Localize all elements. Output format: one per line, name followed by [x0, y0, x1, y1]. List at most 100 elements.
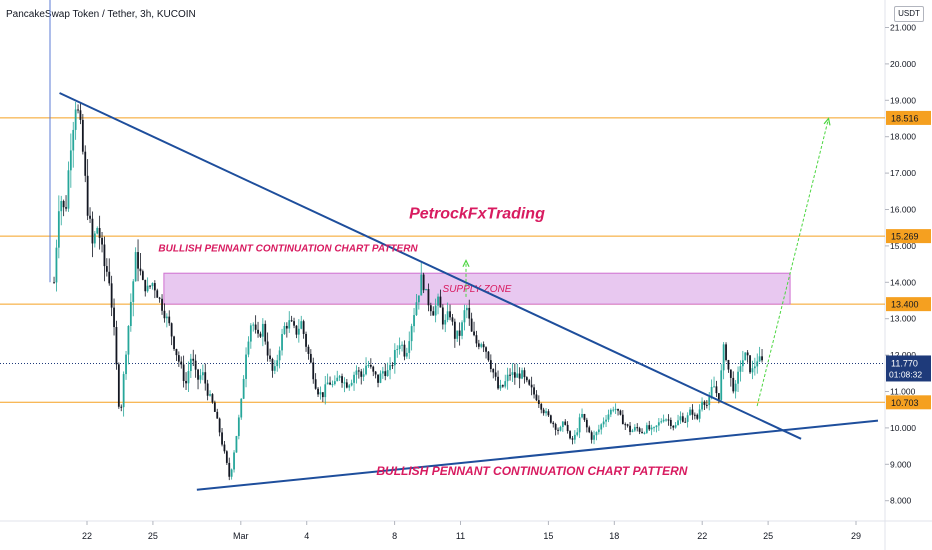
x-tick-label: 25 — [763, 531, 773, 541]
candle-body — [216, 411, 219, 419]
candle-body — [180, 361, 183, 365]
candle-body — [69, 150, 72, 171]
candle-body — [761, 356, 763, 361]
candle-body — [266, 341, 269, 356]
candle-body — [161, 298, 163, 311]
candle-body — [758, 356, 761, 362]
candle-body — [305, 333, 307, 347]
candle-body — [225, 451, 228, 463]
candle-body — [156, 290, 159, 298]
candle-body — [696, 414, 699, 419]
projection-arrow[interactable] — [756, 118, 830, 407]
candle-body — [650, 427, 653, 430]
candle-body — [353, 374, 355, 383]
candle-body — [321, 392, 324, 398]
candle-body — [681, 416, 684, 422]
candle-body — [410, 326, 413, 342]
candle-body — [302, 321, 305, 334]
candle-body — [281, 334, 283, 351]
candle-body — [513, 372, 516, 378]
candle-body — [213, 402, 216, 412]
countdown-label: 01:08:32 — [889, 369, 922, 379]
candle-body — [453, 321, 456, 339]
candle-body — [374, 371, 377, 375]
candle-body — [564, 421, 567, 425]
candle-body — [487, 351, 490, 361]
y-tick-label: 16.000 — [890, 205, 916, 215]
supply-zone-label: SUPPLY ZONE — [443, 284, 512, 295]
candle-body — [465, 307, 468, 311]
candle-body — [525, 377, 528, 381]
candle-body — [74, 109, 77, 130]
candle-body — [175, 349, 178, 356]
trendline-upper[interactable] — [59, 92, 802, 440]
candle-body — [468, 307, 471, 319]
candle-body — [415, 302, 418, 316]
candle-body — [679, 416, 682, 421]
level-price-label: 15.269 — [891, 232, 919, 242]
candle-body — [53, 282, 55, 284]
candle-body — [297, 328, 300, 335]
candle-body — [600, 424, 603, 430]
candle-body — [631, 430, 634, 432]
candle-body — [552, 422, 555, 425]
candle-body — [309, 353, 312, 363]
candle-body — [221, 432, 223, 445]
candle-body — [393, 350, 396, 366]
candle-body — [643, 432, 646, 434]
candle-body — [617, 408, 619, 411]
candle-body — [444, 319, 447, 325]
candle-body — [192, 358, 195, 361]
currency-badge[interactable]: USDT — [894, 6, 924, 22]
candle-body — [614, 408, 617, 410]
candle-body — [641, 431, 643, 433]
candle-body — [528, 380, 531, 385]
y-tick-label: 20.000 — [890, 59, 916, 69]
candle-body — [331, 384, 334, 386]
level-price-tag — [886, 297, 931, 312]
watermark-text: PetrockFxTrading — [409, 206, 545, 223]
candle-body — [590, 432, 593, 440]
candle-body — [72, 129, 75, 151]
level-price-tag — [886, 395, 931, 410]
candle-body — [293, 321, 295, 326]
candle-body — [381, 371, 384, 374]
candle-body — [501, 385, 504, 387]
candle-body — [168, 316, 171, 324]
candle-body — [427, 289, 430, 306]
candle-body — [261, 323, 264, 337]
candle-body — [252, 324, 255, 326]
last-price-label: 11.770 — [891, 358, 918, 368]
candle-body — [451, 317, 454, 322]
x-tick-label: 15 — [543, 531, 553, 541]
x-tick-label: 18 — [609, 531, 619, 541]
candle-body — [79, 110, 82, 120]
candle-body — [535, 394, 538, 401]
x-tick-label: 22 — [697, 531, 707, 541]
candle-body — [669, 420, 672, 426]
y-tick-label: 13.000 — [890, 314, 916, 324]
candle-body — [665, 419, 667, 421]
candle-body — [710, 387, 713, 398]
candle-body — [201, 372, 204, 376]
candle-body — [559, 426, 562, 431]
candle-body — [713, 386, 715, 388]
candle-body — [756, 361, 759, 367]
candle-body — [573, 434, 576, 440]
candle-body — [609, 409, 612, 415]
candle-body — [144, 279, 147, 292]
trendline-lower[interactable] — [196, 419, 879, 491]
pattern-label: BULLISH PENNANT CONTINUATION CHART PATTE… — [158, 243, 418, 254]
candle-body — [362, 374, 365, 377]
candle-body — [422, 274, 425, 291]
candle-body — [449, 311, 451, 318]
y-tick-label: 8.000 — [890, 496, 912, 506]
candle-body — [86, 175, 89, 216]
candle-body — [566, 424, 569, 432]
candle-body — [89, 215, 91, 219]
level-price-label: 13.400 — [891, 300, 919, 310]
candle-body — [242, 378, 245, 399]
y-tick-label: 19.000 — [890, 95, 916, 105]
